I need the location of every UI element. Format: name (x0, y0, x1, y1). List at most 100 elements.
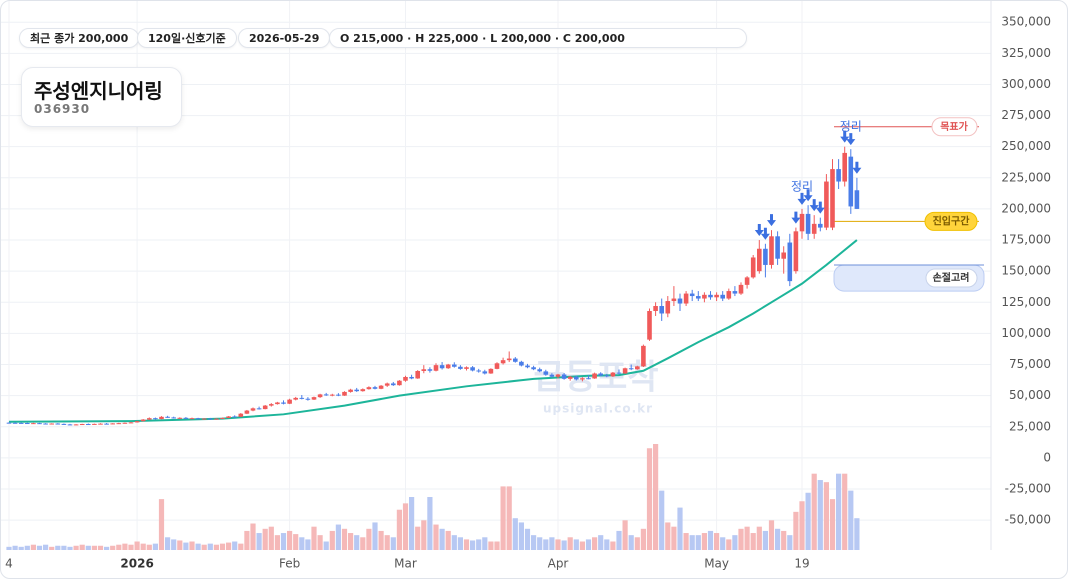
volume-bar (122, 543, 128, 550)
volume-bar (49, 546, 55, 550)
y-tick-label: 250,000 (1001, 139, 1051, 153)
candle-body (421, 369, 427, 371)
volume-bar (659, 490, 665, 550)
candle-body (458, 366, 463, 369)
volume-bar (421, 520, 427, 550)
volume-bar (805, 492, 811, 550)
volume-bar (628, 535, 634, 550)
candle-body (134, 421, 140, 423)
candle-body (494, 363, 500, 369)
candle-body (689, 293, 695, 297)
candle-body (43, 423, 48, 425)
volume-bar (280, 533, 287, 550)
y-tick-label: 50,000 (1009, 388, 1051, 402)
candle-body (86, 424, 91, 426)
candle-body (403, 376, 408, 381)
candle-body (360, 389, 366, 392)
volume-bar (189, 541, 195, 550)
candle-body (189, 418, 195, 420)
volume-bar (592, 537, 598, 550)
volume-bar (457, 537, 463, 550)
candle-body (738, 284, 744, 294)
candle-body (397, 380, 402, 386)
volume-bar (207, 543, 213, 550)
volume-bar (524, 528, 531, 550)
volume-bar (238, 543, 244, 550)
candle-body (653, 306, 658, 311)
volume-bar (415, 526, 421, 550)
x-tick-label: May (704, 557, 729, 571)
candle-body (183, 417, 189, 419)
y-tick-label: 100,000 (1001, 326, 1051, 340)
volume-bar (622, 520, 628, 550)
y-tick-label: 275,000 (1001, 108, 1051, 122)
candle-body (610, 372, 616, 377)
candle-body (147, 418, 152, 420)
volume-bar (689, 535, 695, 550)
candle-body (506, 358, 512, 361)
candle-body (214, 418, 219, 420)
volume-bar (183, 542, 189, 550)
candle-body (372, 387, 378, 389)
candle-body (732, 291, 738, 294)
candle-body (12, 422, 18, 424)
candle-body (275, 402, 280, 405)
candle-body (244, 410, 250, 414)
volume-bar (61, 545, 67, 550)
candle-body (567, 376, 573, 379)
level-label: 손절고려 (933, 271, 970, 284)
candle-body (250, 408, 256, 411)
volume-bar (329, 530, 335, 550)
volume-bar (409, 497, 415, 550)
volume-bar (91, 545, 97, 550)
candle-body (616, 372, 622, 374)
candle-body (622, 368, 628, 374)
annotation: 정리 (840, 120, 862, 134)
volume-bar (201, 544, 207, 550)
volume-bar (738, 528, 744, 550)
candle-body (330, 394, 335, 396)
candle-body (720, 294, 725, 299)
volume-bar (842, 473, 848, 550)
candle-body (549, 374, 555, 377)
volume-bar (653, 444, 659, 550)
candle-body (805, 213, 811, 234)
candle-body (220, 417, 225, 419)
volume-bar (854, 518, 860, 550)
volume-bar (348, 533, 354, 550)
y-tick-label: 325,000 (1001, 46, 1051, 60)
volume-bar (720, 537, 726, 550)
candle-body (598, 373, 603, 376)
volume-bar (152, 543, 158, 550)
volume-bar (829, 499, 836, 550)
candle-body (269, 404, 274, 406)
candle-body (677, 298, 683, 304)
candle-body (702, 294, 707, 299)
candle-body (580, 378, 585, 380)
candle-body (439, 365, 445, 369)
volume-bar (140, 543, 146, 550)
candle-body (470, 367, 475, 371)
volume-bar (604, 539, 610, 550)
candle-body (555, 374, 561, 377)
candle-body (586, 378, 591, 380)
level-label: 진입구간 (933, 214, 971, 227)
candle-body (31, 423, 36, 425)
candle-body (476, 370, 481, 372)
candle-body (830, 169, 835, 228)
candle-body (519, 361, 524, 366)
volume-bar (427, 497, 433, 550)
candle-body (208, 418, 213, 420)
candle-body (281, 402, 286, 404)
candle-body (787, 242, 793, 282)
candle-body (299, 397, 305, 399)
y-tick-label: 75,000 (1009, 357, 1051, 371)
volume-bar (726, 539, 732, 550)
volume-bar (262, 528, 268, 550)
candle-body (848, 156, 854, 207)
sell-signal (797, 192, 807, 205)
volume-bar (299, 537, 305, 550)
volume-bar (616, 530, 622, 550)
candle-body (543, 371, 549, 375)
candle-body (842, 152, 847, 182)
